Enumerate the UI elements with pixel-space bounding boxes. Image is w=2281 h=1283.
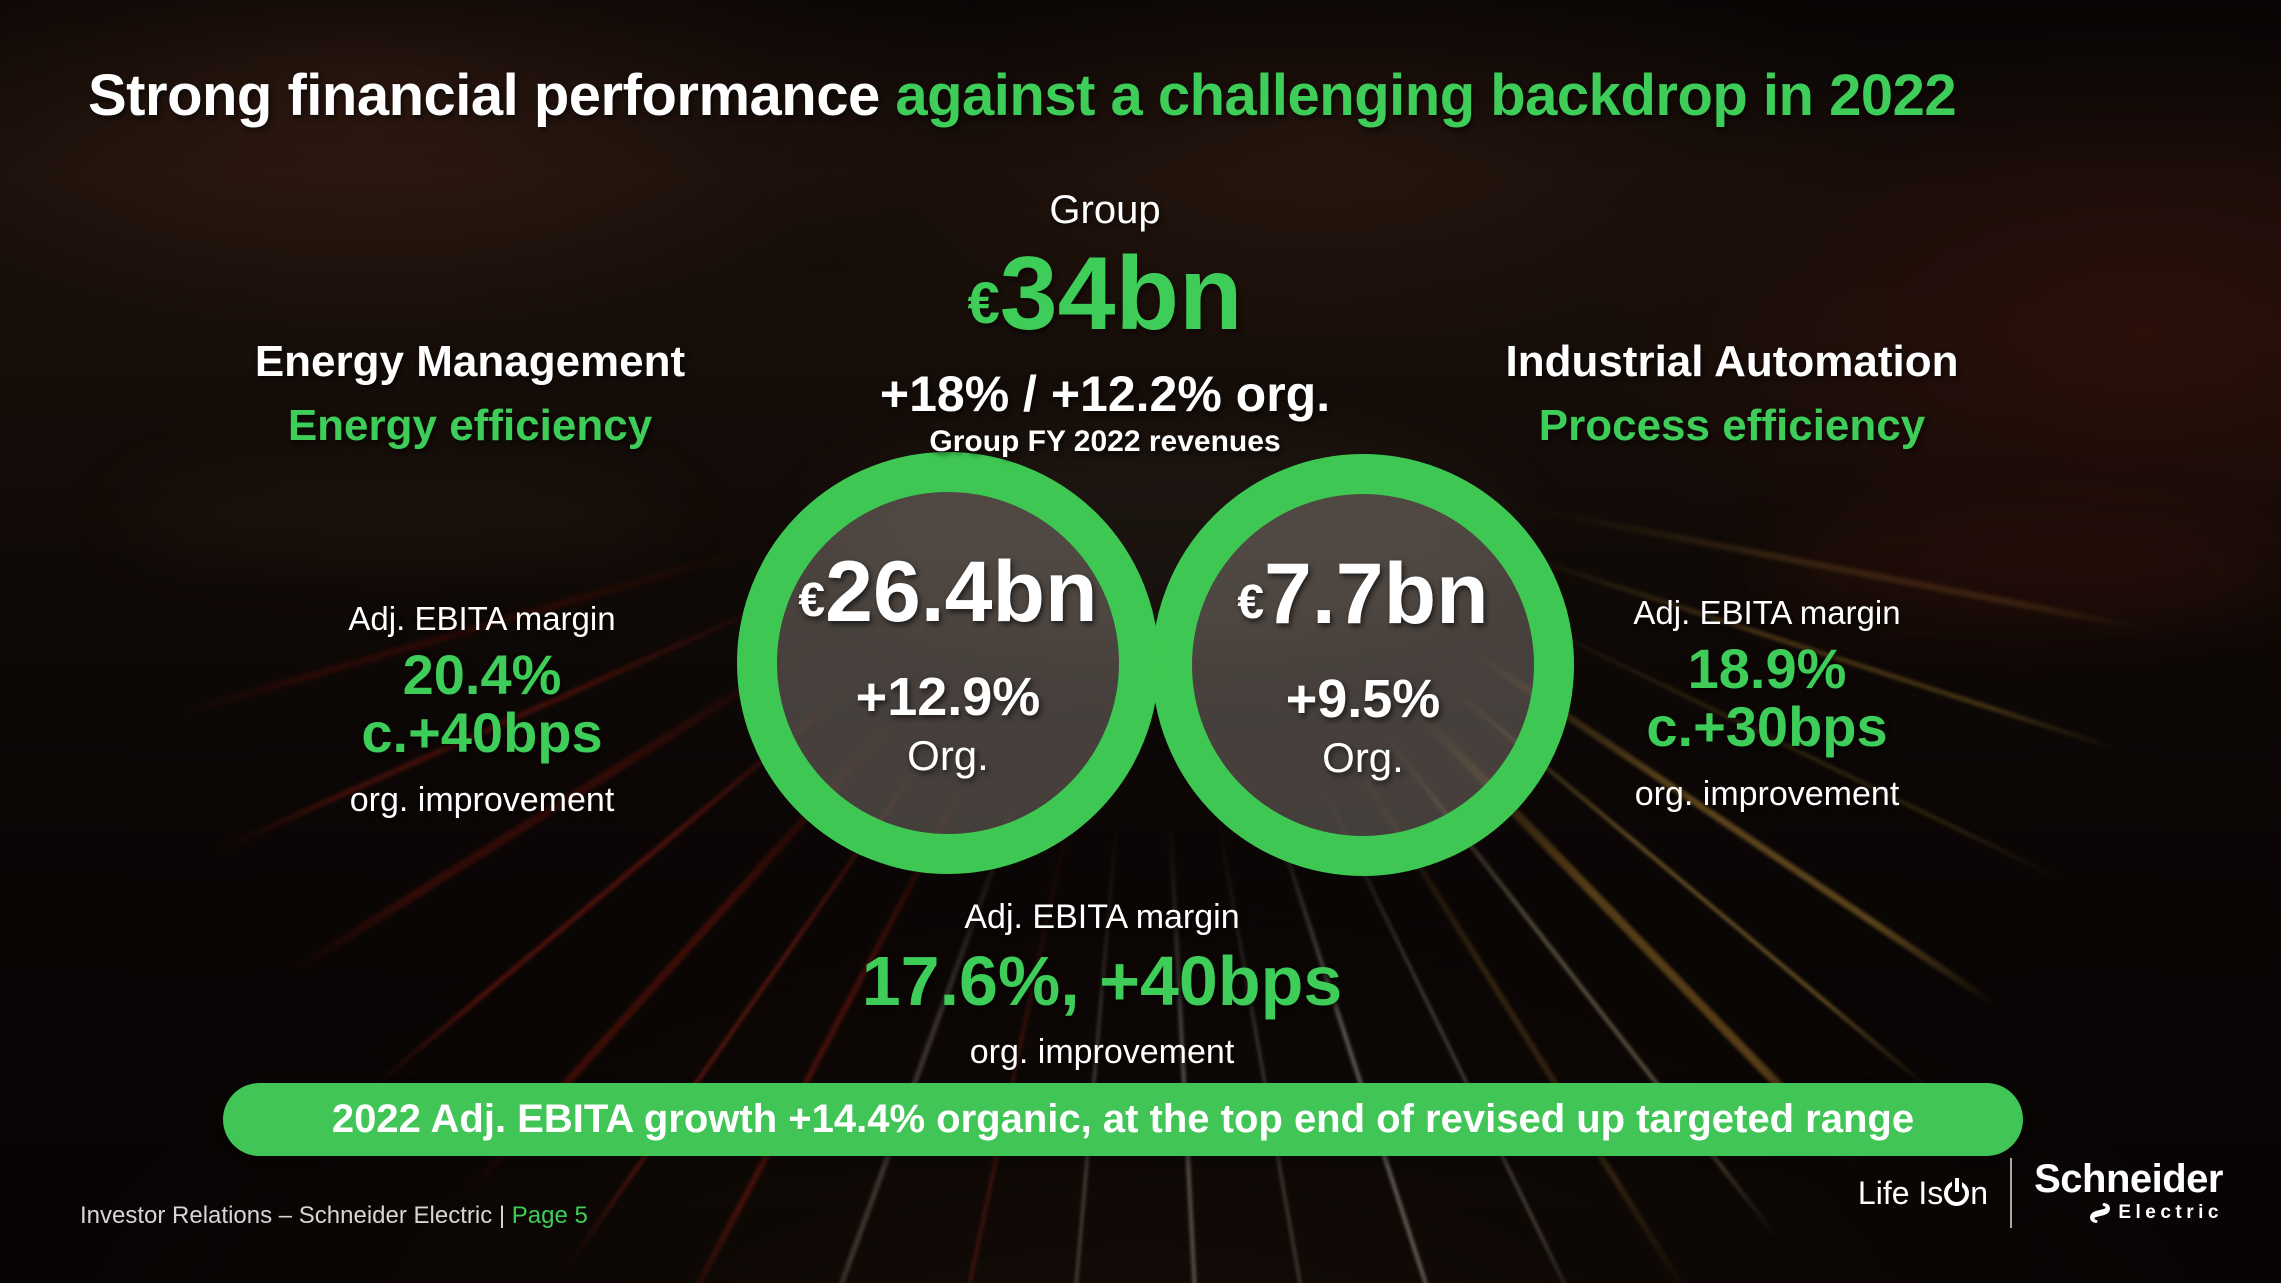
- schneider-wordmark: Schneider: [2034, 1157, 2223, 1201]
- ebita-margin-change: c.+30bps: [1646, 695, 1888, 758]
- euro-symbol: €: [1237, 575, 1265, 629]
- group-ebita-caption: org. improvement: [969, 1033, 1235, 1071]
- ebita-margin-label: Adj. EBITA margin: [348, 600, 616, 637]
- ebita-margin-change: c.+40bps: [361, 701, 603, 764]
- euro-symbol: €: [798, 573, 826, 627]
- schneider-mark-icon: [2090, 1203, 2111, 1223]
- group-revenue-caption: Group FY 2022 revenues: [929, 425, 1281, 458]
- industrial-automation-subtitle: Process efficiency: [1538, 401, 1926, 450]
- title-green-part: against a challenging backdrop in 2022: [895, 63, 1957, 128]
- revenue-amount: 7.7bn: [1264, 545, 1489, 642]
- ebita-margin-value: 18.9%: [1687, 637, 1847, 700]
- group-label: Group: [1049, 188, 1161, 232]
- group-revenue-amount: 34bn: [999, 236, 1243, 352]
- energy-management-subtitle: Energy efficiency: [287, 401, 653, 450]
- group-revenue-block: Group €34bn +18% / +12.2% org. Group FY …: [555, 186, 1655, 460]
- industrial-automation-revenue-circle: €7.7bn +9.5% Org.: [1152, 454, 1574, 876]
- revenue-growth-label: Org.: [907, 731, 989, 779]
- power-icon: [1944, 1177, 1970, 1206]
- energy-management-revenue-circle: €26.4bn +12.9% Org.: [737, 452, 1159, 874]
- electric-wordmark: Electric: [2118, 1202, 2223, 1223]
- industrial-automation-title: Industrial Automation: [1505, 337, 1959, 386]
- title-white-part: Strong financial performance: [88, 63, 896, 128]
- life-is-on-suffix: n: [1970, 1175, 1989, 1211]
- schneider-electric-logo: Schneider Electric: [2034, 1157, 2223, 1226]
- group-ebita-label: Adj. EBITA margin: [964, 898, 1240, 936]
- footer-brand-area: Life Is n Schneider Electric: [1858, 1158, 2223, 1228]
- energy-management-header: Energy Management Energy efficiency: [255, 336, 685, 452]
- footer-reference: Investor Relations – Schneider Electric …: [80, 1202, 588, 1230]
- group-growth: +18% / +12.2% org.: [879, 366, 1331, 422]
- euro-symbol: €: [967, 271, 1000, 336]
- industrial-automation-header: Industrial Automation Process efficiency: [1505, 336, 1958, 452]
- industrial-automation-ebita-stats: Adj. EBITA margin 18.9% c.+30bps org. im…: [1633, 592, 1900, 814]
- life-is-on-prefix: Life Is: [1857, 1175, 1944, 1211]
- ebita-margin-value: 20.4%: [402, 643, 562, 706]
- revenue-value: €26.4bn: [798, 546, 1097, 647]
- ebita-margin-caption: org. improvement: [1634, 775, 1900, 813]
- slide-title: Strong financial performance against a c…: [88, 63, 1957, 128]
- page-number: Page 5: [511, 1202, 588, 1229]
- schneider-electric-sub: Electric: [2087, 1200, 2223, 1226]
- revenue-growth: +12.9%: [855, 666, 1041, 727]
- revenue-growth-label: Org.: [1322, 733, 1404, 781]
- revenue-amount: 26.4bn: [825, 543, 1098, 640]
- energy-management-title: Energy Management: [254, 337, 686, 386]
- group-ebita-value: 17.6%, +40bps: [861, 942, 1343, 1020]
- group-ebita-block: Adj. EBITA margin 17.6%, +40bps org. imp…: [862, 896, 1343, 1072]
- energy-management-ebita-stats: Adj. EBITA margin 20.4% c.+40bps org. im…: [348, 598, 615, 820]
- banner-text: 2022 Adj. EBITA growth +14.4% organic, a…: [331, 1097, 1915, 1141]
- revenue-growth: +9.5%: [1285, 668, 1441, 729]
- group-revenue-value: €34bn: [555, 240, 1655, 358]
- life-is-on-logo: Life Is n: [1858, 1177, 1988, 1209]
- revenue-value: €7.7bn: [1237, 548, 1488, 649]
- ebita-margin-label: Adj. EBITA margin: [1633, 594, 1901, 631]
- ebita-margin-caption: org. improvement: [349, 781, 615, 819]
- horizon-glow-left: [120, 470, 680, 560]
- highlight-banner: 2022 Adj. EBITA growth +14.4% organic, a…: [223, 1083, 2023, 1156]
- footer-reference-text: Investor Relations – Schneider Electric …: [80, 1202, 512, 1229]
- logo-divider: [2010, 1158, 2013, 1228]
